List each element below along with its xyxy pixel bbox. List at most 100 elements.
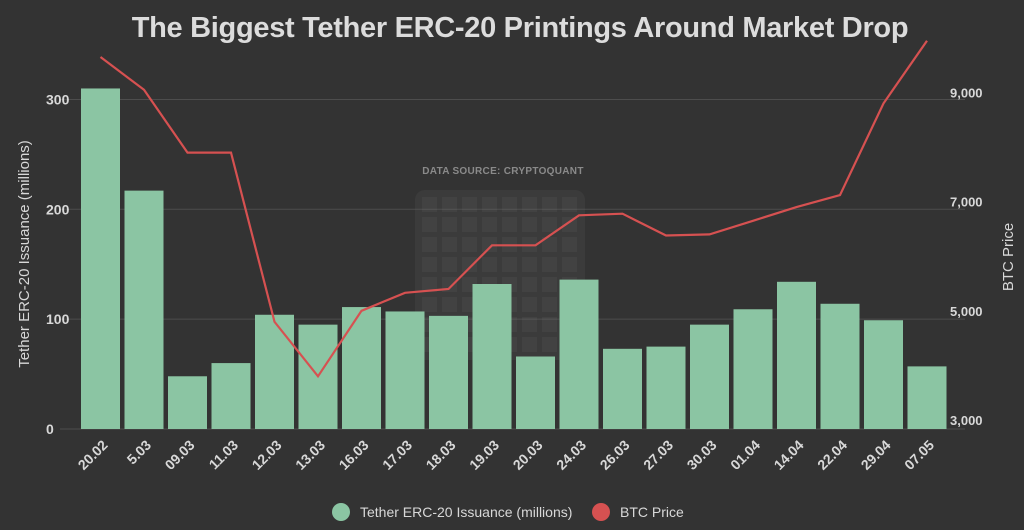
- x-tick-label: 01.04: [727, 437, 763, 473]
- x-tick-label: 20.03: [510, 437, 546, 473]
- watermark-cell: [542, 257, 557, 272]
- x-tick-label: 07.05: [901, 437, 937, 473]
- watermark-cell: [522, 297, 537, 312]
- watermark-cell: [562, 237, 577, 252]
- x-tick-label: 18.03: [423, 437, 459, 473]
- watermark-cell: [462, 257, 477, 272]
- watermark-cell: [522, 217, 537, 232]
- watermark-cell: [502, 257, 517, 272]
- watermark-cell: [502, 217, 517, 232]
- watermark-cell: [482, 257, 497, 272]
- watermark-cell: [462, 197, 477, 212]
- x-tick-label: 20.02: [75, 437, 111, 473]
- y-tick-label: 100: [46, 311, 70, 327]
- watermark-cell: [422, 257, 437, 272]
- legend-line-label: BTC Price: [620, 504, 684, 520]
- bar-29.04: [864, 320, 903, 429]
- legend-line-swatch: [592, 503, 610, 521]
- y2-tick-label: 3,000: [950, 413, 983, 428]
- bars-layer: [81, 88, 947, 429]
- watermark-cell: [422, 217, 437, 232]
- y-tick-label: 200: [46, 201, 70, 217]
- y2-tick-label: 9,000: [950, 86, 983, 101]
- bar-11.03: [211, 363, 251, 429]
- watermark-cell: [542, 237, 557, 252]
- watermark-cell: [422, 237, 437, 252]
- x-tick-label: 16.03: [336, 437, 372, 473]
- y-axis-label: Tether ERC-20 Issuance (millions): [16, 140, 33, 368]
- watermark-cell: [442, 257, 457, 272]
- x-tick-label: 30.03: [684, 437, 720, 473]
- watermark-cell: [422, 197, 437, 212]
- watermark-cell: [442, 197, 457, 212]
- watermark-cell: [542, 337, 557, 352]
- watermark-cell: [502, 197, 517, 212]
- x-tick-label: 27.03: [640, 437, 676, 473]
- watermark-cell: [442, 237, 457, 252]
- watermark-cell: [522, 277, 537, 292]
- bar-09.03: [168, 376, 207, 429]
- y2-tick-label: 5,000: [950, 304, 983, 319]
- x-tick-label: 13.03: [292, 437, 328, 473]
- x-tick-label: 26.03: [597, 437, 633, 473]
- btc-price-line: [99, 40, 928, 379]
- bar-24.03: [559, 279, 599, 429]
- x-tick-label: 11.03: [206, 437, 242, 473]
- x-tick-label: 22.04: [814, 437, 850, 473]
- watermark-cell: [462, 237, 477, 252]
- legend-bars-label: Tether ERC-20 Issuance (millions): [360, 504, 572, 520]
- bar-22.04: [820, 303, 860, 429]
- legend-bars-swatch: [332, 503, 350, 521]
- bar-12.03: [255, 314, 294, 429]
- watermark-cell: [482, 197, 497, 212]
- x-tick-label: 19.03: [466, 437, 502, 473]
- watermark-text: DATA SOURCE: CRYPTOQUANT: [422, 166, 583, 177]
- line-layer: [99, 40, 928, 379]
- watermark-cell: [422, 297, 437, 312]
- y2-tick-label: 7,000: [950, 195, 983, 210]
- legend: Tether ERC-20 Issuance (millions) BTC Pr…: [332, 503, 684, 521]
- bar-16.03: [342, 307, 381, 429]
- x-tick-label: 14.04: [771, 437, 807, 473]
- y-tick-label: 0: [46, 421, 54, 437]
- bar-18.03: [429, 315, 468, 429]
- watermark-cell: [462, 217, 477, 232]
- bar-07.05: [907, 366, 947, 429]
- x-tick-label: 17.03: [379, 437, 415, 473]
- y-tick-label: 300: [46, 91, 70, 107]
- x-tick-label: 24.03: [553, 437, 589, 473]
- watermark-cell: [562, 217, 577, 232]
- watermark-cell: [442, 217, 457, 232]
- bar-26.03: [603, 348, 642, 429]
- bar-20.02: [81, 88, 120, 429]
- watermark-cell: [542, 217, 557, 232]
- watermark-cell: [562, 257, 577, 272]
- watermark-cell: [522, 197, 537, 212]
- bar-14.04: [777, 281, 816, 429]
- bar-17.03: [385, 311, 425, 429]
- watermark-cell: [422, 277, 437, 292]
- y2-axis-label: BTC Price: [1000, 223, 1017, 291]
- watermark-cell: [522, 317, 537, 332]
- watermark-cell: [442, 297, 457, 312]
- bar-5.03: [124, 190, 164, 429]
- x-tick-label: 09.03: [162, 437, 198, 473]
- watermark-cell: [562, 197, 577, 212]
- watermark-cell: [542, 197, 557, 212]
- watermark-cell: [522, 337, 537, 352]
- bar-30.03: [690, 324, 729, 429]
- watermark-cell: [482, 237, 497, 252]
- bar-20.03: [516, 356, 555, 429]
- x-tick-label: 12.03: [249, 437, 285, 473]
- x-tick-label: 5.03: [124, 437, 155, 468]
- watermark-cell: [522, 257, 537, 272]
- watermark-cell: [482, 217, 497, 232]
- x-tick-label: 29.04: [858, 437, 894, 473]
- bar-01.04: [733, 309, 773, 429]
- chart-title: The Biggest Tether ERC-20 Printings Arou…: [131, 12, 909, 44]
- watermark-cell: [542, 297, 557, 312]
- bar-27.03: [646, 346, 686, 429]
- watermark-cell: [542, 317, 557, 332]
- bar-19.03: [472, 283, 512, 429]
